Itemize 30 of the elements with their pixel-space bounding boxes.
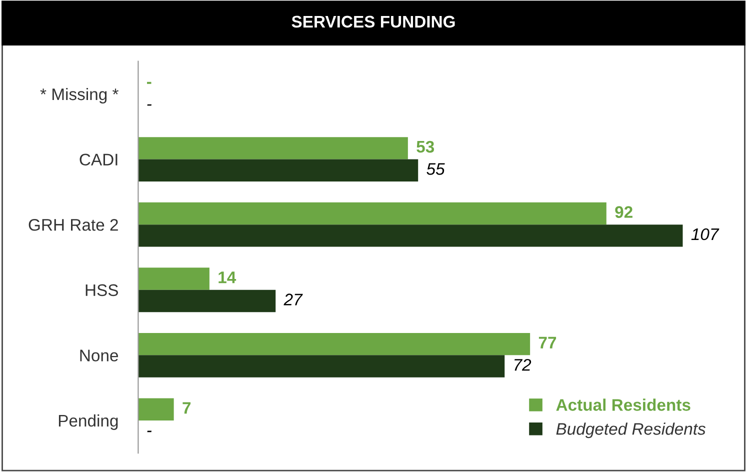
data-label: 72 (514, 358, 532, 371)
data-label: 77 (538, 336, 556, 348)
bar (138, 202, 606, 225)
bar (138, 268, 210, 290)
y-tick-label: HSS (86, 284, 118, 296)
data-label: 92 (615, 206, 632, 218)
data-label: 107 (691, 228, 720, 240)
bar (138, 137, 408, 160)
y-tick-label: * Missing * (40, 88, 118, 104)
y-tick-label: GRH Rate 2 (28, 218, 118, 231)
y-tick-label: CADI (80, 154, 118, 166)
y-tick-label: Pending (58, 414, 118, 430)
bar (138, 224, 683, 247)
data-label: 53 (416, 140, 434, 153)
chart-title: SERVICES FUNDING (292, 16, 455, 28)
bar (138, 332, 530, 356)
data-label: 27 (284, 294, 303, 306)
text: - (147, 430, 152, 432)
bar (138, 290, 276, 312)
bar (138, 159, 418, 182)
text: - (147, 104, 152, 106)
bar (138, 398, 174, 420)
y-tick-label: None (80, 350, 118, 362)
data-label: 14 (218, 272, 236, 284)
legend-label: Actual Residents (556, 398, 690, 411)
data-label: 7 (182, 402, 191, 414)
data-label: 55 (426, 163, 445, 175)
text: - (147, 82, 152, 84)
bar (138, 355, 505, 378)
legend-label: Budgeted Residents (556, 422, 706, 438)
